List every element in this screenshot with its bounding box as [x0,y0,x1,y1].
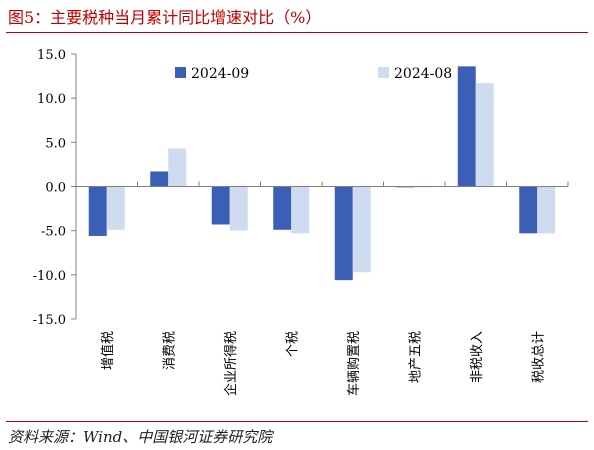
category-label: 个税 [285,331,300,357]
title-divider [6,32,588,33]
category-label: 企业所得税 [223,331,239,396]
y-tick-label: 15.0 [37,48,66,63]
bar-2024-09-1 [88,186,107,236]
y-tick-label: 10.0 [37,92,66,107]
bar-2024-08-8 [537,186,556,234]
y-tick-label: -10.0 [33,269,66,284]
legend-swatch-2024-09 [175,67,186,78]
legend: 2024-09 2024-08 [175,66,452,82]
bar-chart: 15.0 10.0 5.0 0.0 -5.0 -10.0 -15.0 增值税 消费税 企业所得税… [33,48,569,396]
y-axis: 15.0 10.0 5.0 0.0 -5.0 -10.0 -15.0 [33,48,77,328]
bar-2024-08-5 [352,186,371,273]
y-tick-label: 0.0 [45,181,66,196]
category-label: 车辆购置税 [346,331,362,396]
category-label: 增值税 [100,331,116,370]
chart-title: 图5：主要税种当月累计同比增速对比（%） [8,8,322,27]
bar-2024-09-4 [273,186,292,230]
y-tick-label: -15.0 [33,313,66,328]
bars [88,66,556,281]
bar-2024-08-4 [291,186,310,234]
category-label: 税收总计 [531,331,546,383]
source-note: 资料来源：Wind、中国银河证券研究院 [8,428,273,446]
bar-2024-08-7 [475,83,494,187]
legend-label: 2024-09 [191,66,249,82]
legend-swatch-2024-08 [378,67,389,78]
source-divider [6,421,588,422]
category-label: 消费税 [162,331,177,370]
legend-label: 2024-08 [394,66,452,82]
bar-2024-08-1 [106,186,125,230]
bar-2024-09-5 [334,186,353,281]
bar-2024-08-2 [168,148,187,187]
category-label: 非税收入 [470,331,485,383]
bar-2024-08-3 [229,186,248,231]
bar-2024-09-2 [150,171,169,187]
bar-2024-09-7 [457,66,476,187]
bar-2024-09-3 [211,186,230,225]
y-tick-label: -5.0 [41,225,66,240]
y-tick-label: 5.0 [45,136,66,151]
bar-2024-09-8 [519,186,538,234]
x-axis: 增值税 消费税 企业所得税 个税 车辆购置税 地产五税 非税收入 税收总计 [75,181,569,396]
category-label: 地产五税 [408,331,423,383]
